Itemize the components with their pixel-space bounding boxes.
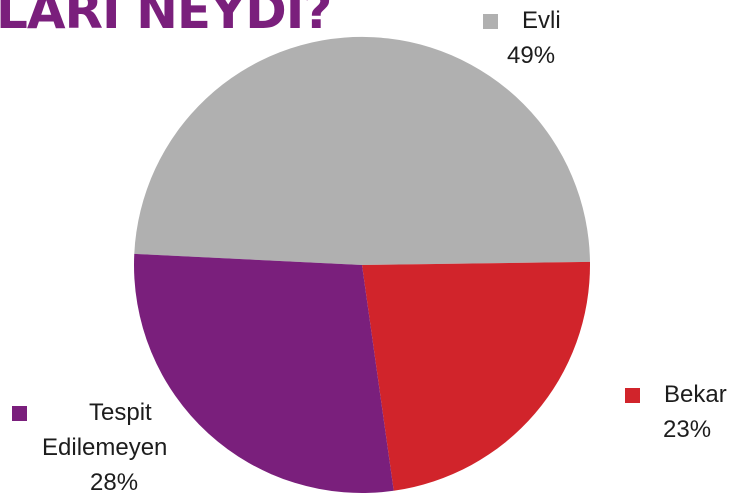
legend-swatch-evli xyxy=(483,13,498,29)
chart-title: LARI NEYDİ? xyxy=(0,0,332,40)
legend-item-bekar: Bekar 23% xyxy=(625,378,727,448)
legend-label-bekar: Bekar xyxy=(664,381,727,408)
legend-label-evli: Evli xyxy=(522,7,561,34)
legend-item-tespit: Tespit Edilemeyen 28% xyxy=(12,396,167,500)
data-label-bekar: 23% xyxy=(663,415,712,443)
legend-item-evli: Evli 49% xyxy=(483,4,561,74)
legend-swatch-bekar xyxy=(625,387,640,403)
legend-label-tespit-line1: Tespit xyxy=(89,399,152,426)
legend-label-tespit-line2: Edilemeyen xyxy=(42,433,168,461)
pie-slice-evli xyxy=(134,36,590,266)
legend-swatch-tespit xyxy=(12,405,27,421)
data-label-evli: 49% xyxy=(507,41,556,69)
pie-slice-bekar xyxy=(362,261,591,491)
pie-slice-tespit xyxy=(133,253,394,493)
data-label-tespit: 28% xyxy=(90,468,139,496)
